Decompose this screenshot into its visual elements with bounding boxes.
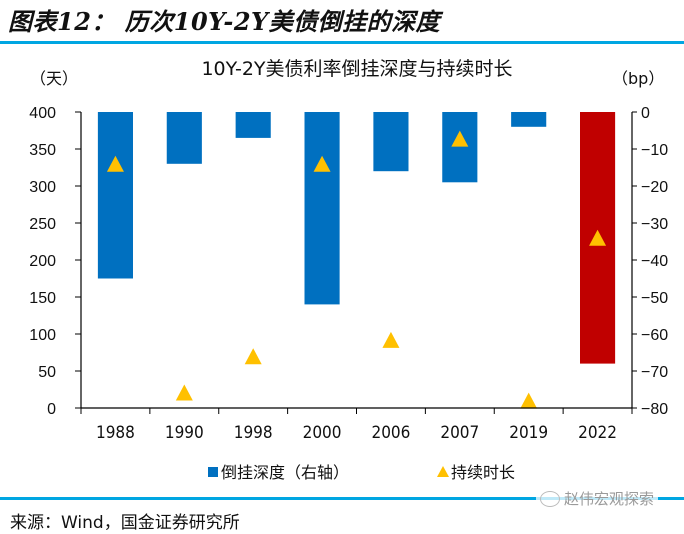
marker-2000 [313, 155, 331, 172]
chart-title: 10Y-2Y美债利率倒挂深度与持续时长 [201, 58, 512, 80]
legend: 倒挂深度（右轴） 持续时长 [208, 463, 515, 482]
x-tick-label-2006: 2006 [371, 423, 410, 443]
wechat-icon [540, 490, 560, 507]
bar-1998 [235, 112, 271, 138]
legend-label-duration: 持续时长 [451, 463, 515, 482]
bar-2006 [373, 112, 409, 172]
markers-group [106, 130, 607, 409]
bottom-rule [0, 497, 684, 500]
right-tick-label: −70 [641, 364, 668, 381]
bar-1990 [166, 112, 202, 164]
right-tick-label: −40 [641, 253, 668, 270]
x-tick-label-2000: 2000 [303, 423, 342, 443]
bars-group [97, 112, 616, 364]
left-axis-unit: （天） [30, 69, 78, 88]
left-tick-label: 0 [47, 401, 56, 418]
right-tick-label: −20 [641, 179, 668, 196]
x-tick-label-2022: 2022 [578, 423, 617, 443]
watermark: 赵伟宏观探索 [536, 488, 659, 509]
left-tick-label: 200 [29, 253, 56, 270]
watermark-text: 赵伟宏观探索 [564, 490, 655, 508]
x-tick-label-2019: 2019 [509, 423, 548, 443]
marker-2007 [451, 130, 469, 147]
left-tick-label: 300 [29, 179, 56, 196]
marker-1998 [244, 348, 262, 365]
x-tick-label-2007: 2007 [440, 423, 479, 443]
legend-swatch-depth [208, 467, 218, 477]
right-tick-label: −80 [641, 401, 668, 418]
top-rule [0, 41, 684, 44]
right-axis-unit: （bp） [612, 69, 664, 88]
marker-2019 [520, 392, 538, 409]
left-tick-label: 350 [29, 142, 56, 159]
left-tick-label: 400 [29, 105, 56, 122]
axes-group: 0 50 100 150 200 250 300 350 400 0 −10 −20 −30 −40 −50… [29, 105, 668, 443]
right-tick-label: −10 [641, 142, 668, 159]
left-tick-label: 100 [29, 327, 56, 344]
left-tick-label: 150 [29, 290, 56, 307]
marker-1988 [106, 155, 124, 172]
source-note: 来源：Wind，国金证券研究所 [10, 513, 240, 533]
x-tick-label-1988: 1988 [96, 423, 135, 443]
bar-1988 [97, 112, 134, 279]
marker-2006 [382, 331, 400, 348]
x-tick-label-1990: 1990 [165, 423, 204, 443]
bar-2007 [442, 112, 478, 183]
bar-2019 [511, 112, 547, 127]
right-tick-label: −30 [641, 216, 668, 233]
marker-2022 [589, 229, 607, 246]
left-tick-label: 250 [29, 216, 56, 233]
right-tick-label: 0 [641, 105, 650, 122]
x-tick-label-1998: 1998 [234, 423, 273, 443]
figure-title: 图表12： 历次10Y-2Y美债倒挂的深度 [8, 7, 441, 36]
legend-swatch-duration [437, 466, 449, 477]
legend-label-depth: 倒挂深度（右轴） [221, 463, 349, 482]
left-tick-label: 50 [38, 364, 56, 381]
bar-2000 [304, 112, 340, 305]
marker-1990 [175, 384, 193, 401]
right-tick-label: −60 [641, 327, 668, 344]
right-tick-label: −50 [641, 290, 668, 307]
